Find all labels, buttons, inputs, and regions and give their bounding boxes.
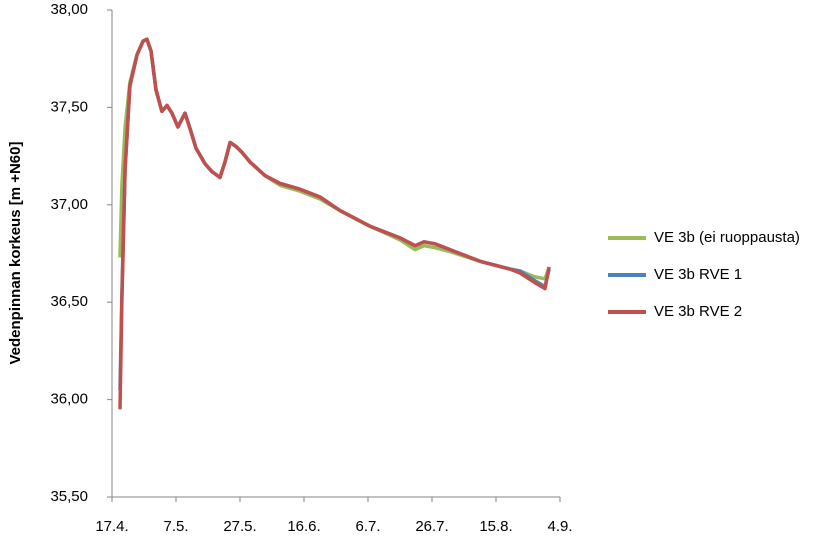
y-tick-label: 36,00 xyxy=(50,391,88,408)
x-tick-label: 16.6. xyxy=(287,518,320,535)
series-line xyxy=(118,37,551,281)
x-tick-label: 17.4. xyxy=(95,518,128,535)
legend-label: VE 3b (ei ruoppausta) xyxy=(654,229,800,246)
x-tick-label: 6.7. xyxy=(355,518,380,535)
series-line xyxy=(118,37,551,410)
legend-label: VE 3b RVE 2 xyxy=(654,303,742,320)
x-tick-label: 26.7. xyxy=(415,518,448,535)
y-tick-label: 36,50 xyxy=(50,293,88,310)
y-axis-label: Vedenpinnan korkeus [m +N60] xyxy=(7,142,24,365)
x-tick-label: 27.5. xyxy=(223,518,256,535)
x-tick-label: 7.5. xyxy=(163,518,188,535)
x-tick-label: 15.8. xyxy=(479,518,512,535)
y-tick-label: 38,00 xyxy=(50,1,88,18)
legend-label: VE 3b RVE 1 xyxy=(654,266,742,283)
y-tick-label: 37,50 xyxy=(50,98,88,115)
series-line xyxy=(118,37,551,390)
y-tick-label: 35,50 xyxy=(50,488,88,505)
y-tick-label: 37,00 xyxy=(50,196,88,213)
x-tick-label: 4.9. xyxy=(547,518,572,535)
